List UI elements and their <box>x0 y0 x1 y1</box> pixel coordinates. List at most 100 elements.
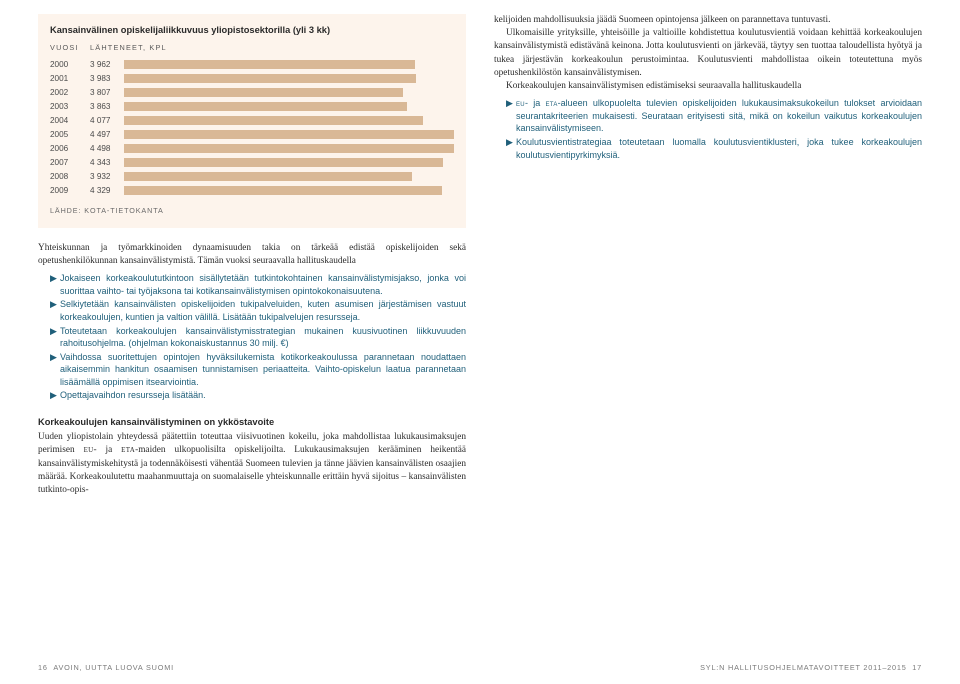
chart-bar <box>124 88 403 97</box>
col1-p2b: - ja <box>94 445 122 455</box>
chart-source: LÄHDE: KOTA-TIETOKANTA <box>50 206 454 216</box>
bullet-icon: ▶ <box>50 272 60 297</box>
chart-bar-wrap <box>124 116 454 125</box>
bullet-icon: ▶ <box>50 351 60 389</box>
chart-bar <box>124 186 442 195</box>
chart-row: 20033 863 <box>50 100 454 114</box>
col2-bullets: ▶ eu- ja eta-alueen ulkopuolelta tulevie… <box>506 97 922 161</box>
chart-title: Kansainvälinen opiskelijaliikkuvuus ylio… <box>50 24 454 37</box>
chart-value: 3 962 <box>90 59 124 71</box>
chart-value: 3 932 <box>90 171 124 183</box>
bullet-icon: ▶ <box>50 389 60 402</box>
chart-year: 2005 <box>50 129 90 141</box>
col1-bullets: ▶Jokaiseen korkeakoulututkintoon sisälly… <box>50 272 466 402</box>
chart-bar-wrap <box>124 130 454 139</box>
chart-row: 20064 498 <box>50 142 454 156</box>
col2-b1b: -alueen ulkopuolelta tulevien opiskelijo… <box>516 98 922 133</box>
chart-row: 20013 983 <box>50 72 454 86</box>
page-num-left: 16 <box>38 663 48 672</box>
chart-bar <box>124 116 423 125</box>
chart-bar <box>124 130 454 139</box>
chart-value: 3 863 <box>90 101 124 113</box>
bullet-icon: ▶ <box>506 97 516 135</box>
list-item-text: Selkiytetään kansainvälisten opiskelijoi… <box>60 298 466 323</box>
chart-row: 20054 497 <box>50 128 454 142</box>
bullet-icon: ▶ <box>50 325 60 350</box>
chart-value: 3 983 <box>90 73 124 85</box>
chart-bar-wrap <box>124 60 454 69</box>
chart-year: 2004 <box>50 115 90 127</box>
col1-p2: Uuden yliopistolain yhteydessä päätettii… <box>38 431 466 497</box>
chart-header-year: VUOSI <box>50 43 90 53</box>
left-column: Kansainvälinen opiskelijaliikkuvuus ylio… <box>38 14 466 497</box>
col2-p2: Ulkomaisille yrityksille, yhteisöille ja… <box>494 27 922 80</box>
bullet-icon: ▶ <box>506 136 516 161</box>
list-item: ▶Jokaiseen korkeakoulututkintoon sisälly… <box>50 272 466 297</box>
chart-value: 4 343 <box>90 157 124 169</box>
list-item: ▶ eu- ja eta-alueen ulkopuolelta tulevie… <box>506 97 922 135</box>
eu-smallcaps: eu <box>516 98 525 108</box>
chart-year: 2000 <box>50 59 90 71</box>
list-item-text: Koulutusvientistrategiaa toteutetaan luo… <box>516 136 922 161</box>
chart-row: 20094 329 <box>50 184 454 198</box>
page: Kansainvälinen opiskelijaliikkuvuus ylio… <box>0 0 960 497</box>
chart-header: VUOSI LÄHTENEET, KPL <box>50 43 454 53</box>
col1-p1: Yhteiskunnan ja työmarkkinoiden dynaamis… <box>38 242 466 268</box>
chart-bar-wrap <box>124 74 454 83</box>
chart-box: Kansainvälinen opiskelijaliikkuvuus ylio… <box>38 14 466 228</box>
footer-right: SYL:N HALLITUSOHJELMATAVOITTEET 2011–201… <box>700 663 922 672</box>
list-item: ▶Selkiytetään kansainvälisten opiskelijo… <box>50 298 466 323</box>
col1-subhead: Korkeakoulujen kansainvälistyminen on yk… <box>38 416 466 429</box>
chart-header-val: LÄHTENEET, KPL <box>90 43 167 53</box>
chart-year: 2009 <box>50 185 90 197</box>
list-item: ▶Vaihdossa suoritettujen opintojen hyväk… <box>50 351 466 389</box>
col2-p1: kelijoiden mahdollisuuksia jäädä Suomeen… <box>494 14 922 27</box>
col2-b1a: - ja <box>525 98 546 108</box>
chart-rows: 20003 96220013 98320023 80720033 8632004… <box>50 58 454 198</box>
chart-year: 2008 <box>50 171 90 183</box>
chart-bar-wrap <box>124 102 454 111</box>
chart-value: 4 497 <box>90 129 124 141</box>
chart-bar <box>124 74 416 83</box>
eta-smallcaps: eta <box>546 98 558 108</box>
chart-bar-wrap <box>124 144 454 153</box>
chart-value: 4 498 <box>90 143 124 155</box>
chart-bar-wrap <box>124 88 454 97</box>
chart-bar <box>124 60 415 69</box>
list-item: ▶Opettajavaihdon resursseja lisätään. <box>50 389 466 402</box>
chart-bar-wrap <box>124 186 454 195</box>
chart-bar <box>124 172 412 181</box>
chart-row: 20023 807 <box>50 86 454 100</box>
chart-year: 2007 <box>50 157 90 169</box>
col2-p3: Korkeakoulujen kansainvälistymisen edist… <box>494 80 922 93</box>
eu-smallcaps: eu <box>84 445 94 455</box>
chart-year: 2003 <box>50 101 90 113</box>
page-num-right: 17 <box>912 663 922 672</box>
chart-year: 2001 <box>50 73 90 85</box>
list-item-text: Vaihdossa suoritettujen opintojen hyväks… <box>60 351 466 389</box>
list-item: ▶ Koulutusvientistrategiaa toteutetaan l… <box>506 136 922 161</box>
footer-left: 16 AVOIN, UUTTA LUOVA SUOMI <box>38 663 174 672</box>
chart-value: 4 329 <box>90 185 124 197</box>
list-item-text: Jokaiseen korkeakoulututkintoon sisällyt… <box>60 272 466 297</box>
chart-row: 20074 343 <box>50 156 454 170</box>
chart-bar <box>124 102 407 111</box>
chart-row: 20003 962 <box>50 58 454 72</box>
chart-value: 4 077 <box>90 115 124 127</box>
list-item-text: eu- ja eta-alueen ulkopuolelta tulevien … <box>516 97 922 135</box>
chart-year: 2002 <box>50 87 90 99</box>
right-column: kelijoiden mahdollisuuksia jäädä Suomeen… <box>494 14 922 497</box>
list-item-text: Opettajavaihdon resursseja lisätään. <box>60 389 466 402</box>
bullet-icon: ▶ <box>50 298 60 323</box>
chart-year: 2006 <box>50 143 90 155</box>
chart-bar <box>124 144 454 153</box>
chart-row: 20083 932 <box>50 170 454 184</box>
footer: 16 AVOIN, UUTTA LUOVA SUOMI SYL:N HALLIT… <box>38 663 922 672</box>
eta-smallcaps: eta <box>121 445 135 455</box>
chart-bar <box>124 158 443 167</box>
footer-left-text: AVOIN, UUTTA LUOVA SUOMI <box>53 663 174 672</box>
list-item-text: Toteutetaan korkeakoulujen kansainvälist… <box>60 325 466 350</box>
list-item: ▶Toteutetaan korkeakoulujen kansainvälis… <box>50 325 466 350</box>
chart-bar-wrap <box>124 158 454 167</box>
footer-right-text: SYL:N HALLITUSOHJELMATAVOITTEET 2011–201… <box>700 663 907 672</box>
